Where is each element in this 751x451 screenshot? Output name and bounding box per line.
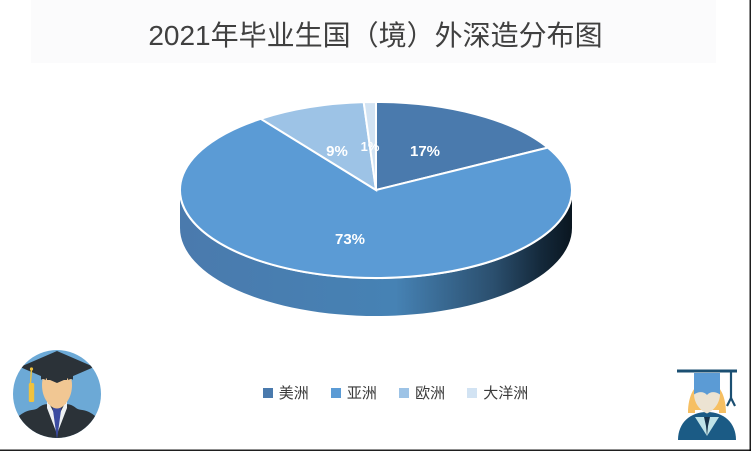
svg-text:9%: 9% — [326, 143, 348, 160]
svg-text:73%: 73% — [335, 231, 365, 248]
svg-text:17%: 17% — [410, 143, 440, 160]
svg-text:1%: 1% — [361, 139, 380, 154]
